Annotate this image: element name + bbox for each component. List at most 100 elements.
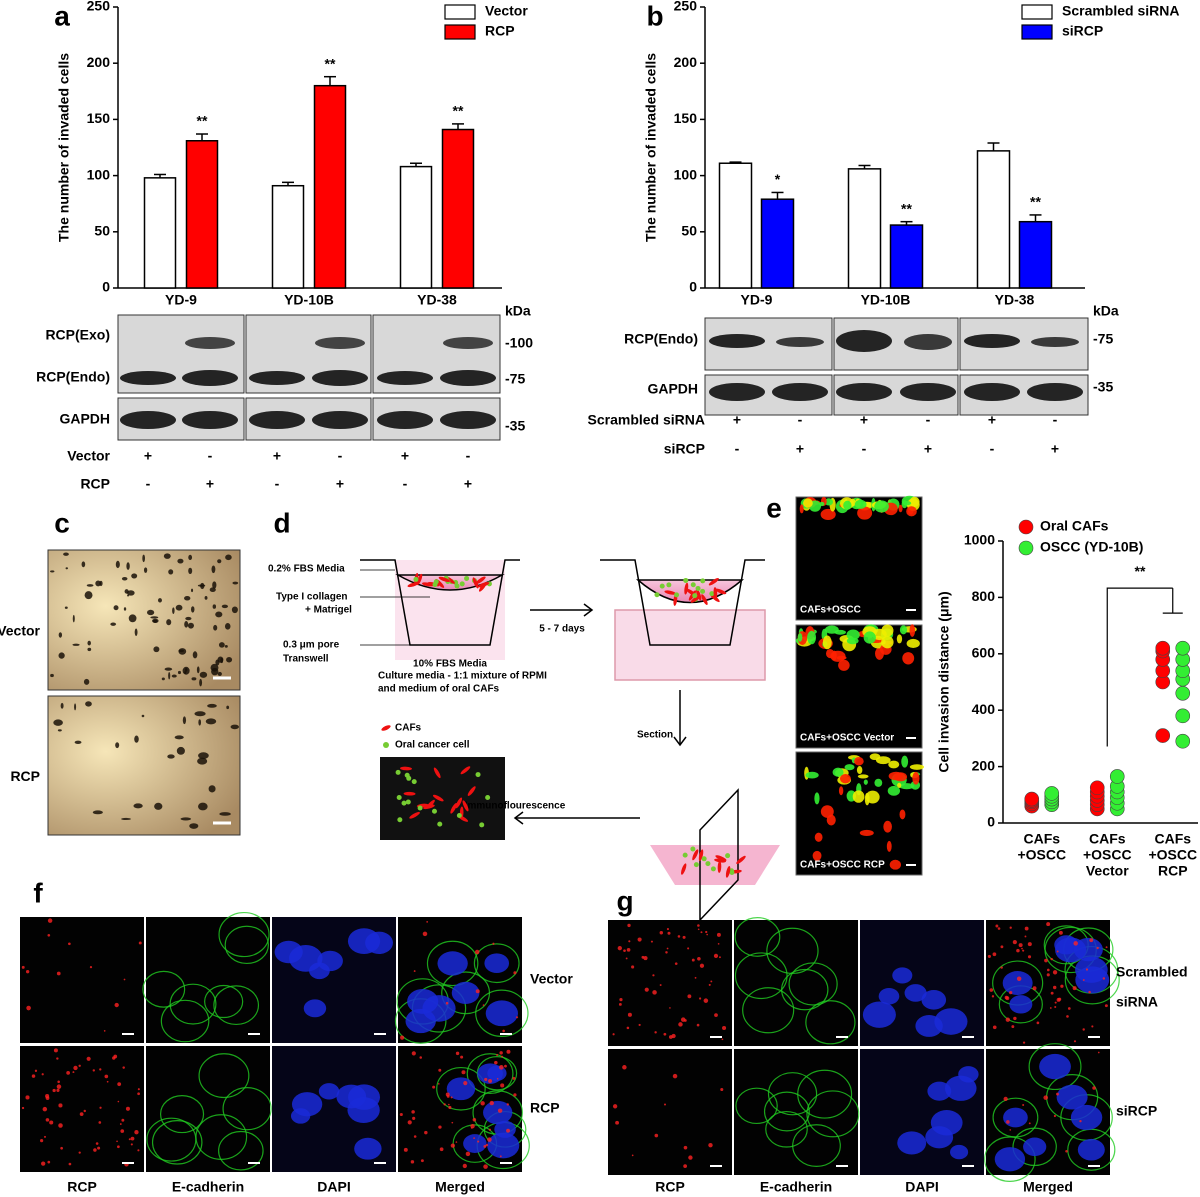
cell-colony — [176, 746, 185, 755]
legend-label: RCP — [485, 23, 515, 39]
image-label: CAFs+OSCC Vector — [800, 733, 894, 744]
rcp-signal — [106, 1080, 109, 1083]
cancer-cell — [397, 817, 403, 823]
y-tick-label: 150 — [87, 110, 111, 126]
rcp-signal — [612, 1033, 615, 1036]
blot-band — [904, 334, 952, 350]
blot-band — [709, 383, 765, 401]
cell-colony — [127, 594, 130, 597]
rcp-signal — [502, 1029, 505, 1033]
cell-colony — [65, 567, 69, 570]
cell-colony — [164, 667, 173, 671]
cell-signal — [874, 778, 883, 787]
rcp-signal — [650, 940, 653, 943]
cell-colony — [153, 646, 160, 653]
x-tick-label: YD-9 — [165, 292, 197, 308]
caf — [681, 863, 687, 875]
cell-signal — [881, 635, 894, 649]
rcp-signal — [56, 971, 61, 976]
blot-band — [377, 411, 433, 429]
cell-colony — [63, 552, 69, 556]
rcp-signal — [413, 970, 416, 973]
caf — [698, 849, 704, 862]
blot-band — [312, 370, 368, 386]
cell-signal — [888, 771, 904, 781]
y-tick-label: 0 — [102, 279, 110, 295]
legend-marker — [1018, 519, 1034, 535]
rcp-signal — [1024, 935, 1027, 938]
y-tick-label: 50 — [681, 223, 697, 239]
rcp-signal — [403, 1147, 408, 1152]
cell-colony — [175, 604, 183, 611]
rcp-signal — [437, 1083, 440, 1085]
rcp-signal — [699, 963, 705, 968]
cancer-cell — [479, 822, 485, 828]
cell-colony — [121, 577, 128, 581]
nucleus — [892, 967, 913, 984]
rcp-signal — [117, 1082, 122, 1087]
rcp-signal — [691, 958, 695, 962]
cell-colony — [226, 657, 233, 663]
rcp-signal — [1079, 1119, 1082, 1123]
condition-sign: - — [1053, 412, 1058, 428]
rcp-signal — [687, 947, 690, 950]
significance: ** — [1030, 194, 1041, 210]
row-label: siRCP — [1116, 1103, 1157, 1119]
cell-colony — [131, 573, 138, 579]
rcp-signal — [667, 931, 671, 935]
rcp-signal — [1005, 996, 1010, 1001]
section-block — [650, 845, 780, 885]
cell-colony — [217, 671, 222, 676]
rcp-signal — [1085, 968, 1089, 971]
rcp-signal — [86, 1056, 91, 1061]
blot-row-label: RCP(Endo) — [36, 369, 110, 385]
nucleus — [1073, 937, 1103, 962]
rcp-signal — [663, 1032, 667, 1036]
cancer-cell — [700, 588, 706, 594]
cancer-cell — [454, 583, 460, 589]
rcp-signal — [678, 1022, 683, 1027]
bar — [1018, 220, 1053, 289]
rcp-signal — [682, 935, 686, 939]
rcp-signal — [496, 1077, 499, 1080]
cell-signal — [819, 501, 825, 507]
data-point — [1089, 780, 1105, 796]
rcp-signal — [448, 1103, 450, 1106]
caf — [664, 590, 677, 595]
rcp-signal — [407, 1120, 412, 1125]
diagram-label: Transwell — [283, 654, 329, 665]
cell-colony — [190, 606, 195, 613]
column-label: E-cadherin — [760, 1179, 832, 1195]
rcp-signal — [698, 997, 702, 1000]
diagram-label: 5 - 7 days — [539, 624, 585, 635]
cell-colony — [215, 611, 223, 618]
rcp-signal — [53, 1048, 58, 1053]
rcp-signal — [419, 1056, 422, 1059]
mw-marker: -75 — [505, 371, 525, 387]
blot-band — [182, 370, 238, 386]
cell-signal — [888, 760, 900, 769]
rcp-signal — [128, 1138, 131, 1141]
rcp-signal — [1013, 1016, 1017, 1021]
blot-band — [964, 383, 1020, 401]
rcp-signal — [713, 953, 719, 958]
rcp-signal — [58, 1123, 63, 1128]
cell-colony — [123, 607, 127, 611]
caf — [467, 786, 476, 796]
rcp-signal — [1046, 922, 1051, 927]
nucleus — [950, 1144, 969, 1160]
membrane — [475, 989, 529, 1038]
condition-sign: - — [338, 448, 343, 464]
if-image — [146, 917, 270, 1043]
bar — [760, 198, 795, 289]
rcp-signal — [1096, 946, 1099, 950]
rcp-signal — [31, 1074, 36, 1078]
cell-signal — [909, 624, 916, 637]
rcp-signal — [506, 1049, 511, 1054]
caf — [433, 767, 441, 779]
cell-colony — [74, 740, 82, 745]
cancer-cell — [705, 861, 711, 867]
rcp-signal — [1043, 1095, 1049, 1100]
rcp-signal — [40, 1139, 44, 1143]
y-tick-label: 1000 — [964, 532, 995, 548]
